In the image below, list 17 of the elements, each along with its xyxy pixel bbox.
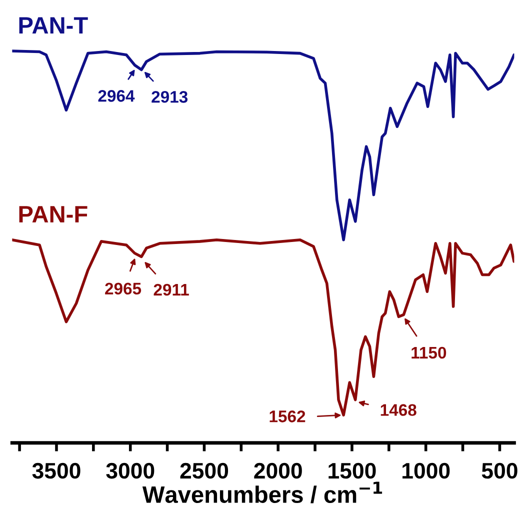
series-label: PAN-F <box>19 206 88 222</box>
x-tick-label: 500 <box>482 462 518 479</box>
x-tick-label: 3500 <box>32 462 80 479</box>
x-axis-title: Wavenumbers / cm$^{−1}$ <box>142 482 382 504</box>
x-tick-label: 1000 <box>402 462 450 479</box>
x-tick-label: 2500 <box>180 462 228 479</box>
annotation: 1150 <box>412 346 446 359</box>
x-tick-label: 1500 <box>328 462 376 479</box>
x-tick-label: 2000 <box>254 462 302 479</box>
annotation: 2913 <box>152 91 188 103</box>
x-tick-label: 3000 <box>106 462 154 479</box>
annotation: 2911 <box>154 284 189 296</box>
series-label: PAN-T <box>19 17 88 34</box>
annotation: 1468 <box>380 404 416 416</box>
annotation: 2964 <box>98 90 135 102</box>
annotation: 1562 <box>270 410 306 422</box>
annotation: 2965 <box>105 282 142 295</box>
